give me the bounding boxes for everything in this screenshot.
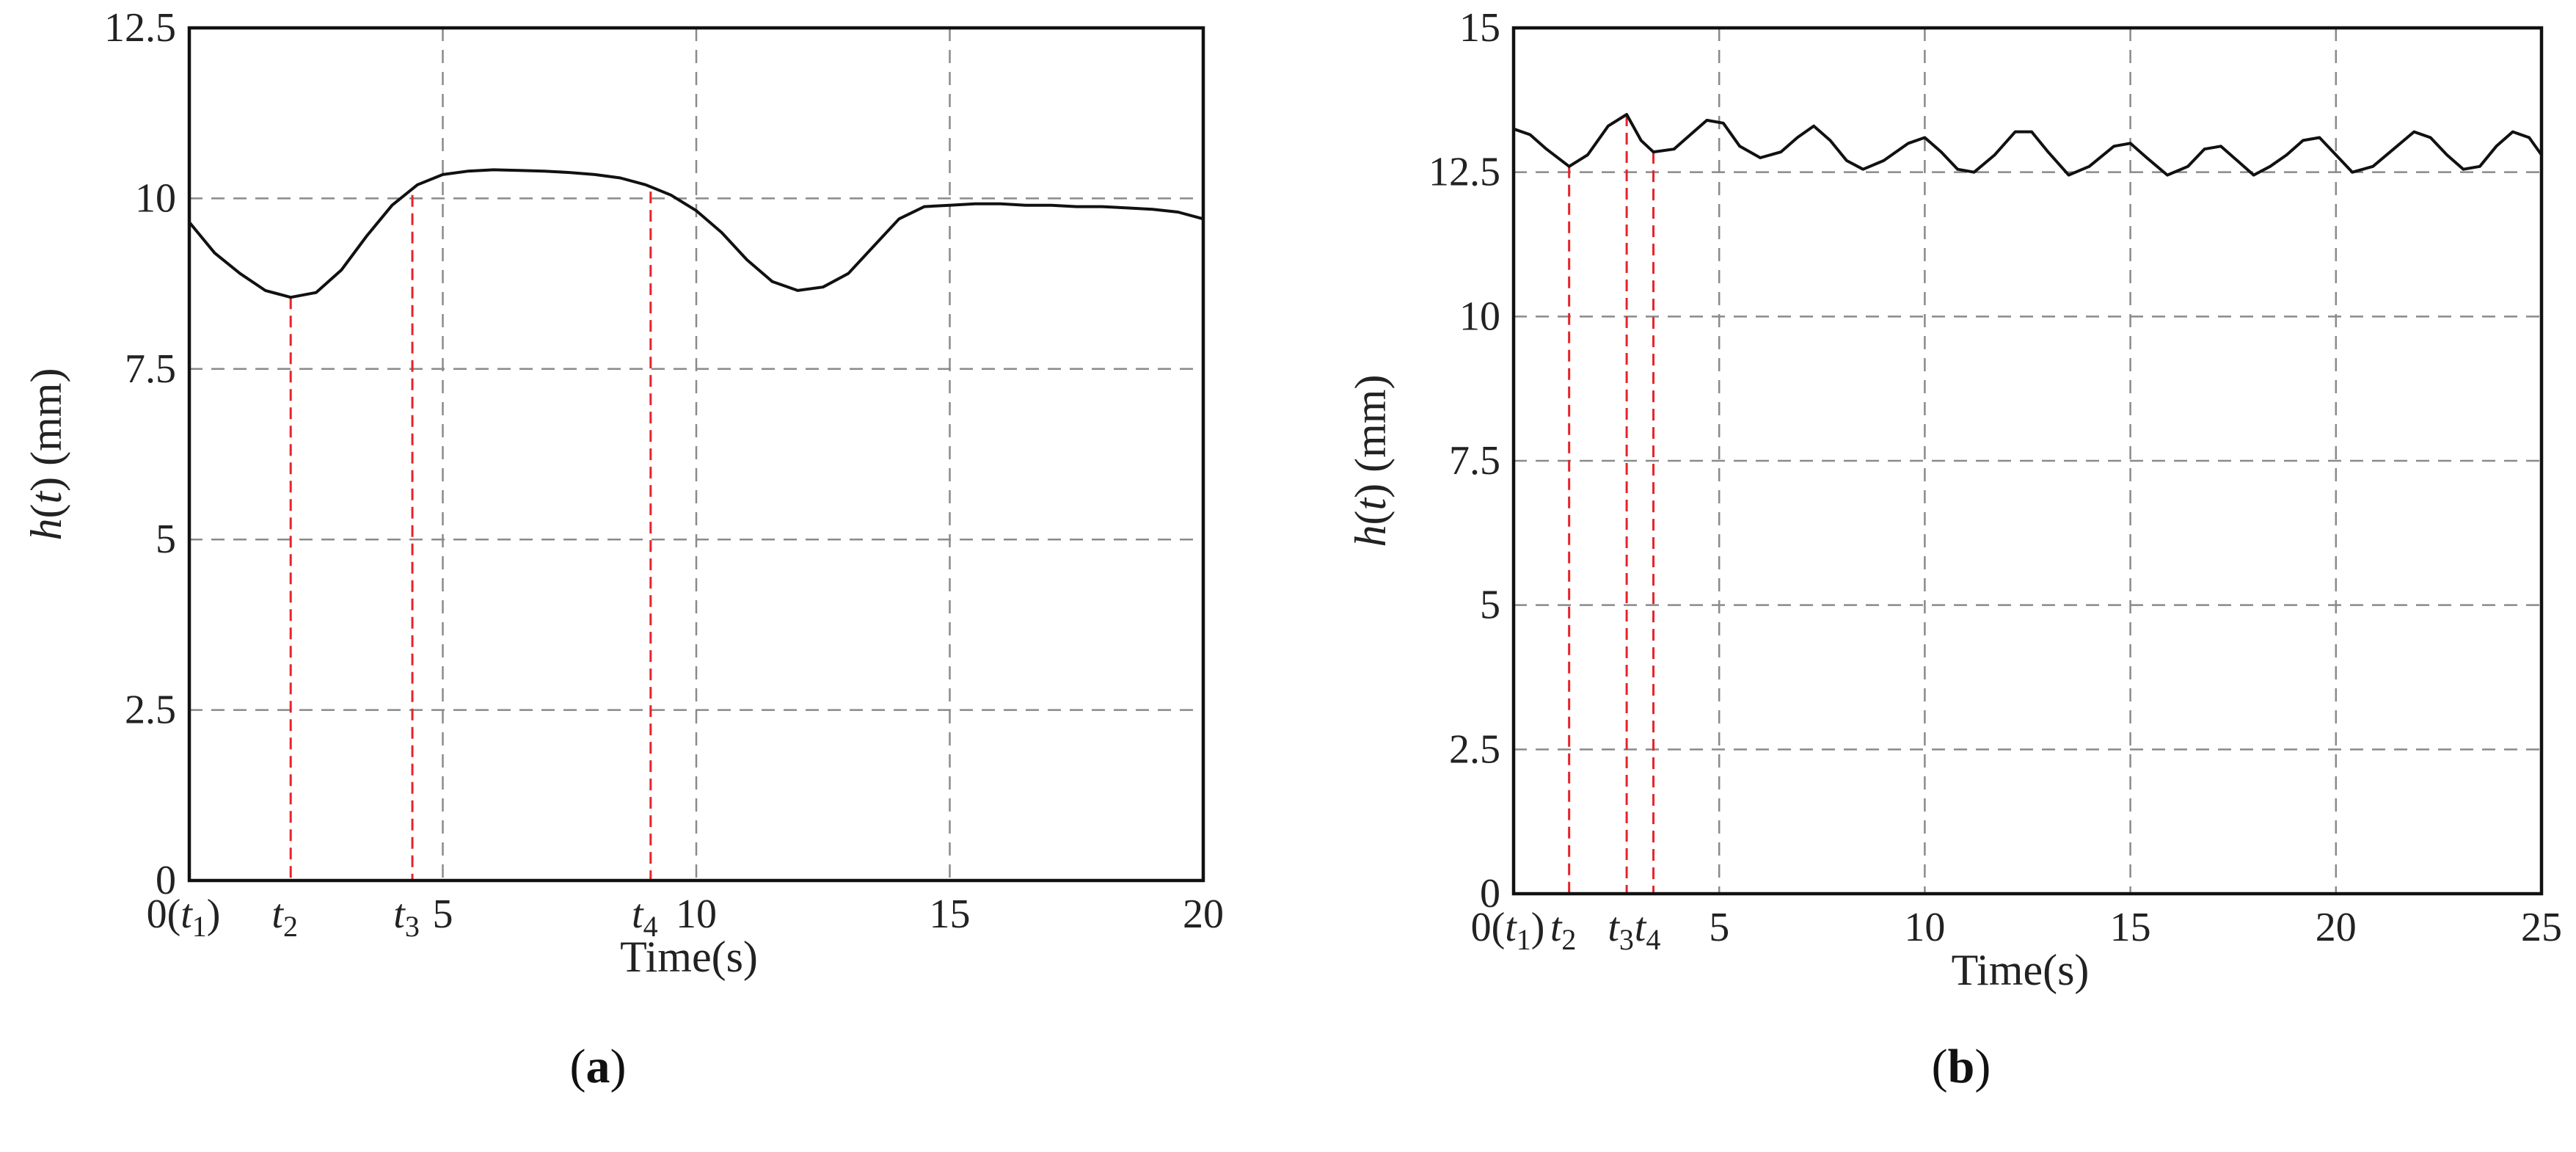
origin-tick-label: 0(t1): [147, 892, 221, 943]
panel-label: (b): [1932, 1040, 1991, 1093]
series-line-h: [1513, 113, 2543, 177]
x-axis-title: Time(s): [620, 933, 758, 981]
origin-tick-label: 0(t1): [1471, 905, 1545, 956]
marker-label-t3: t3: [1608, 905, 1634, 956]
plot-frame: [187, 26, 1205, 883]
y-tick-label: 0: [156, 858, 176, 903]
y-tick-label: 5: [1480, 583, 1500, 628]
x-tick-label: 20: [1183, 892, 1224, 937]
y-tick-label: 7.5: [125, 346, 176, 392]
series-line-h: [188, 168, 1204, 299]
x-axis-title: Time(s): [1952, 946, 2090, 994]
x-tick-label: 25: [2521, 905, 2562, 950]
marker-label-t4: t4: [632, 892, 658, 943]
chart-panel-b: 0 2.5 5 7.5 10 12.5 15 5 10 15 20 25 0(t1) t2 t3 t4 Time…: [1346, 5, 2562, 1093]
y-axis-title: h(t) (mm): [1346, 375, 1395, 547]
marker-label-t3: t3: [393, 892, 420, 943]
y-tick-label: 2.5: [125, 688, 176, 733]
x-tick-label: 10: [676, 892, 717, 937]
marker-label-t2: t2: [271, 892, 298, 943]
x-tick-label: 5: [433, 892, 453, 937]
x-tick-label: 5: [1709, 905, 1729, 950]
marker-label-t4: t4: [1635, 905, 1661, 956]
y-axis-title: h(t) (mm): [22, 368, 70, 541]
y-tick-label: 12.5: [1429, 150, 1500, 195]
y-tick-label: 0: [1480, 871, 1500, 916]
y-tick-label: 7.5: [1449, 438, 1500, 484]
y-tick-label: 5: [156, 517, 176, 562]
y-tick-label: 10: [135, 175, 176, 221]
plot-frame: [1511, 26, 2544, 896]
y-tick-label: 10: [1459, 294, 1500, 339]
y-tick-label: 2.5: [1449, 726, 1500, 772]
x-tick-label: 20: [2316, 905, 2357, 950]
x-tick-label: 15: [930, 892, 971, 937]
y-tick-label: 15: [1459, 5, 1500, 51]
panel-label: (a): [570, 1040, 627, 1093]
x-tick-label: 10: [1904, 905, 1945, 950]
x-tick-label: 15: [2110, 905, 2151, 950]
y-tick-label: 12.5: [104, 5, 176, 51]
marker-label-t2: t2: [1550, 905, 1577, 956]
